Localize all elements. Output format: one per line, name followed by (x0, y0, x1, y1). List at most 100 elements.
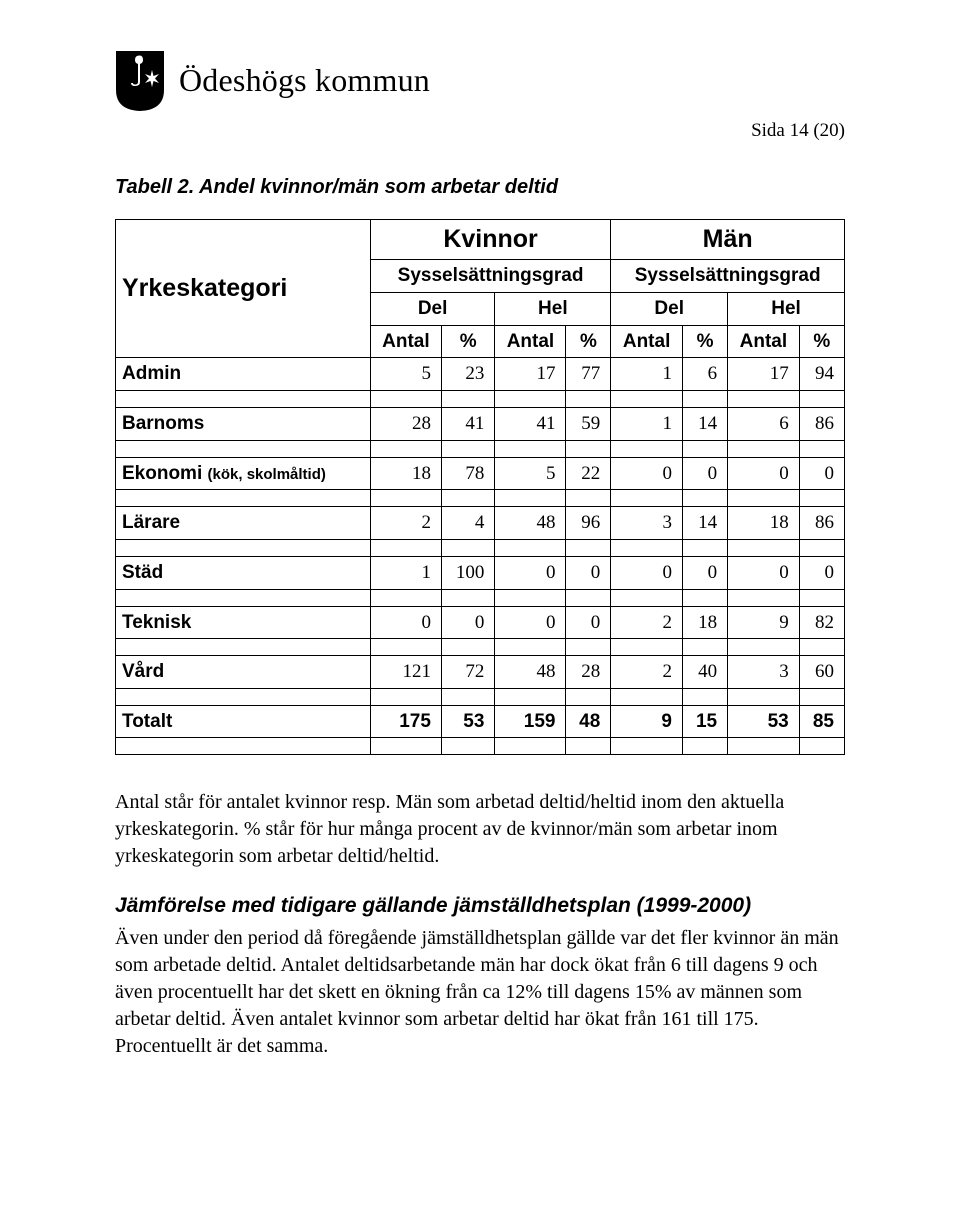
col-men: Män (611, 219, 845, 260)
cell-value: 0 (441, 606, 494, 639)
paragraph-2: Även under den period då föregående jäms… (115, 925, 845, 1060)
cell-value: 82 (799, 606, 844, 639)
spacer-row (116, 440, 845, 457)
col-women: Kvinnor (370, 219, 610, 260)
cell-value: 5 (370, 358, 441, 391)
spacer-row (116, 490, 845, 507)
cell-value: 48 (566, 705, 611, 738)
spacer-row (116, 390, 845, 407)
cell-value: 0 (682, 457, 727, 490)
cell-value: 0 (566, 606, 611, 639)
col-empl-grade-w: Sysselsättningsgrad (370, 260, 610, 293)
cell-value: 0 (799, 556, 844, 589)
spacer-row (116, 539, 845, 556)
cell-value: 0 (611, 457, 683, 490)
cell-value: 0 (495, 556, 566, 589)
table-caption: Tabell 2. Andel kvinnor/män som arbetar … (115, 174, 845, 201)
cell-value: 78 (441, 457, 494, 490)
subheading: Jämförelse med tidigare gällande jämstäl… (115, 892, 845, 920)
cell-value: 60 (799, 656, 844, 689)
cell-value: 48 (495, 656, 566, 689)
col-empl-grade-m: Sysselsättningsgrad (611, 260, 845, 293)
municipality-shield-icon (115, 50, 165, 112)
cell-value: 28 (566, 656, 611, 689)
cell-value: 59 (566, 407, 611, 440)
total-row: Totalt17553159489155385 (116, 705, 845, 738)
spacer-row (116, 639, 845, 656)
col-pct: % (441, 325, 494, 358)
page-header: Ödeshögs kommun (115, 50, 845, 112)
col-count: Antal (370, 325, 441, 358)
cell-value: 18 (682, 606, 727, 639)
col-count: Antal (728, 325, 800, 358)
cell-value: 0 (728, 457, 800, 490)
cell-value: 2 (611, 606, 683, 639)
col-pct: % (566, 325, 611, 358)
cell-value: 6 (682, 358, 727, 391)
row-label: Vård (116, 656, 371, 689)
cell-value: 85 (799, 705, 844, 738)
col-category: Yrkeskategori (116, 219, 371, 358)
table-row: Admin5231777161794 (116, 358, 845, 391)
cell-value: 1 (611, 358, 683, 391)
cell-value: 41 (495, 407, 566, 440)
col-pct: % (682, 325, 727, 358)
col-part-w: Del (370, 293, 495, 326)
cell-value: 175 (370, 705, 441, 738)
cell-value: 40 (682, 656, 727, 689)
row-label: Admin (116, 358, 371, 391)
cell-value: 15 (682, 705, 727, 738)
data-table: Yrkeskategori Kvinnor Män Sysselsättning… (115, 219, 845, 756)
row-label: Teknisk (116, 606, 371, 639)
table-row: Lärare2448963141886 (116, 507, 845, 540)
cell-value: 72 (441, 656, 494, 689)
cell-value: 100 (441, 556, 494, 589)
cell-value: 2 (370, 507, 441, 540)
cell-value: 0 (728, 556, 800, 589)
spacer-row (116, 589, 845, 606)
cell-value: 0 (682, 556, 727, 589)
page-number: Sida 14 (20) (115, 118, 845, 144)
row-label: Städ (116, 556, 371, 589)
total-label: Totalt (116, 705, 371, 738)
cell-value: 41 (441, 407, 494, 440)
spacer-row (116, 738, 845, 755)
cell-value: 94 (799, 358, 844, 391)
cell-value: 159 (495, 705, 566, 738)
cell-value: 86 (799, 407, 844, 440)
cell-value: 5 (495, 457, 566, 490)
cell-value: 48 (495, 507, 566, 540)
cell-value: 14 (682, 407, 727, 440)
cell-value: 6 (728, 407, 800, 440)
cell-value: 22 (566, 457, 611, 490)
cell-value: 0 (495, 606, 566, 639)
row-label: Barnoms (116, 407, 371, 440)
cell-value: 4 (441, 507, 494, 540)
cell-value: 23 (441, 358, 494, 391)
cell-value: 2 (611, 656, 683, 689)
page: Ödeshögs kommun Sida 14 (20) Tabell 2. A… (0, 0, 960, 1100)
table-row: Ekonomi (kök, skolmåltid)18785220000 (116, 457, 845, 490)
row-label: Lärare (116, 507, 371, 540)
cell-value: 14 (682, 507, 727, 540)
cell-value: 17 (728, 358, 800, 391)
row-label: Ekonomi (kök, skolmåltid) (116, 457, 371, 490)
cell-value: 18 (728, 507, 800, 540)
col-count: Antal (495, 325, 566, 358)
cell-value: 3 (728, 656, 800, 689)
cell-value: 28 (370, 407, 441, 440)
col-full-w: Hel (495, 293, 611, 326)
cell-value: 77 (566, 358, 611, 391)
table-row: Vård121724828240360 (116, 656, 845, 689)
cell-value: 53 (441, 705, 494, 738)
cell-value: 0 (370, 606, 441, 639)
paragraph-1: Antal står för antalet kvinnor resp. Män… (115, 789, 845, 870)
cell-value: 3 (611, 507, 683, 540)
cell-value: 18 (370, 457, 441, 490)
brand-name: Ödeshögs kommun (179, 59, 430, 102)
cell-value: 0 (566, 556, 611, 589)
col-count: Antal (611, 325, 683, 358)
col-full-m: Hel (728, 293, 845, 326)
cell-value: 53 (728, 705, 800, 738)
cell-value: 86 (799, 507, 844, 540)
